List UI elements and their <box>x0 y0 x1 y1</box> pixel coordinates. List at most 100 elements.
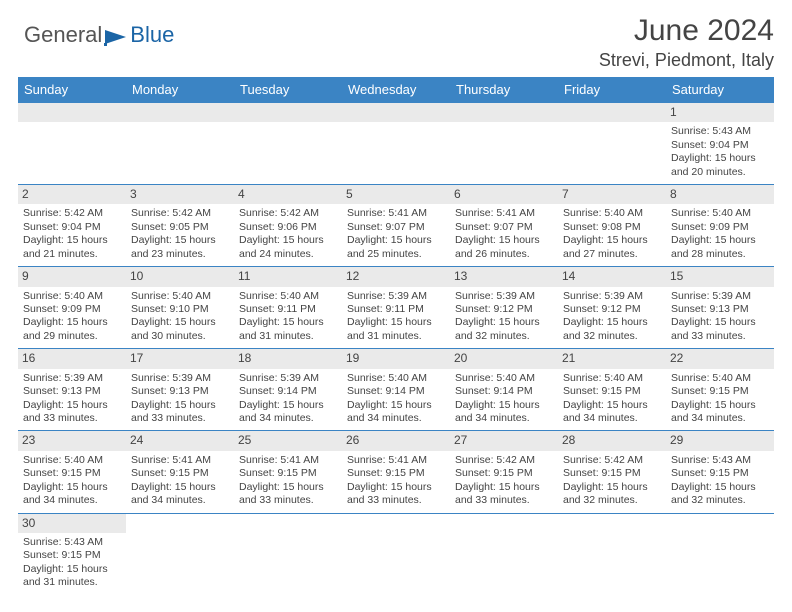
calendar-cell: 28Sunrise: 5:42 AMSunset: 9:15 PMDayligh… <box>558 431 666 512</box>
weekday-wed: Wednesday <box>342 77 450 103</box>
logo: General Blue <box>24 22 174 48</box>
sunrise-line: Sunrise: 5:40 AM <box>239 290 337 303</box>
day-number-empty <box>450 103 558 122</box>
day-number: 4 <box>234 185 342 204</box>
sunrise-line: Sunrise: 5:42 AM <box>455 454 553 467</box>
logo-text-blue: Blue <box>130 22 174 48</box>
daylight-line: Daylight: 15 hours and 34 minutes. <box>239 399 337 426</box>
daylight-line: Daylight: 15 hours and 33 minutes. <box>239 481 337 508</box>
daylight-line: Daylight: 15 hours and 20 minutes. <box>671 152 769 179</box>
sunset-line: Sunset: 9:09 PM <box>23 303 121 316</box>
sunrise-line: Sunrise: 5:39 AM <box>563 290 661 303</box>
calendar-cell: 26Sunrise: 5:41 AMSunset: 9:15 PMDayligh… <box>342 431 450 512</box>
daylight-line: Daylight: 15 hours and 26 minutes. <box>455 234 553 261</box>
daylight-line: Daylight: 15 hours and 32 minutes. <box>563 316 661 343</box>
sunrise-line: Sunrise: 5:41 AM <box>239 454 337 467</box>
calendar-cell: 25Sunrise: 5:41 AMSunset: 9:15 PMDayligh… <box>234 431 342 512</box>
calendar-cell <box>18 103 126 184</box>
day-number: 28 <box>558 431 666 450</box>
day-number-empty <box>126 103 234 122</box>
daylight-line: Daylight: 15 hours and 34 minutes. <box>23 481 121 508</box>
calendar-cell: 6Sunrise: 5:41 AMSunset: 9:07 PMDaylight… <box>450 185 558 266</box>
sunrise-line: Sunrise: 5:43 AM <box>671 454 769 467</box>
daylight-line: Daylight: 15 hours and 24 minutes. <box>239 234 337 261</box>
daylight-line: Daylight: 15 hours and 28 minutes. <box>671 234 769 261</box>
daylight-line: Daylight: 15 hours and 25 minutes. <box>347 234 445 261</box>
sunset-line: Sunset: 9:11 PM <box>239 303 337 316</box>
calendar-cell: 2Sunrise: 5:42 AMSunset: 9:04 PMDaylight… <box>18 185 126 266</box>
sunset-line: Sunset: 9:07 PM <box>347 221 445 234</box>
sunset-line: Sunset: 9:08 PM <box>563 221 661 234</box>
day-number: 16 <box>18 349 126 368</box>
sunset-line: Sunset: 9:07 PM <box>455 221 553 234</box>
day-number: 30 <box>18 514 126 533</box>
sunrise-line: Sunrise: 5:39 AM <box>455 290 553 303</box>
sunrise-line: Sunrise: 5:39 AM <box>347 290 445 303</box>
sunrise-line: Sunrise: 5:42 AM <box>131 207 229 220</box>
calendar-grid: 1Sunrise: 5:43 AMSunset: 9:04 PMDaylight… <box>18 103 774 595</box>
sunset-line: Sunset: 9:06 PM <box>239 221 337 234</box>
sunrise-line: Sunrise: 5:39 AM <box>239 372 337 385</box>
calendar-cell <box>450 103 558 184</box>
calendar-cell: 30 Sunrise: 5:43 AMSunset: 9:15 PMDayligh… <box>18 514 126 595</box>
day-number: 22 <box>666 349 774 368</box>
day-number: 24 <box>126 431 234 450</box>
weekday-thu: Thursday <box>450 77 558 103</box>
sunrise-line: Sunrise: 5:39 AM <box>671 290 769 303</box>
weekday-sun: Sunday <box>18 77 126 103</box>
calendar-cell: 29Sunrise: 5:43 AMSunset: 9:15 PMDayligh… <box>666 431 774 512</box>
daylight-line: Daylight: 15 hours and 30 minutes. <box>131 316 229 343</box>
sunrise-line: Sunrise: 5:41 AM <box>347 207 445 220</box>
sunrise-line: Sunrise: 5:40 AM <box>131 290 229 303</box>
daylight-line: Daylight: 15 hours and 34 minutes. <box>347 399 445 426</box>
sunrise-line: Sunrise: 5:43 AM <box>23 536 121 549</box>
calendar-cell: 20Sunrise: 5:40 AMSunset: 9:14 PMDayligh… <box>450 349 558 430</box>
calendar-week: 23 Sunrise: 5:40 AM Sunset: 9:15 PM Dayligh… <box>18 431 774 513</box>
calendar-cell <box>450 514 558 595</box>
day-number: 19 <box>342 349 450 368</box>
sunset-line: Sunset: 9:12 PM <box>455 303 553 316</box>
daylight-line: Daylight: 15 hours and 34 minutes. <box>455 399 553 426</box>
sunrise-line: Sunrise: 5:42 AM <box>239 207 337 220</box>
calendar-cell: 1Sunrise: 5:43 AMSunset: 9:04 PMDaylight… <box>666 103 774 184</box>
day-number: 1 <box>666 103 774 122</box>
sunrise-line: Sunrise: 5:42 AM <box>563 454 661 467</box>
sunset-line: Sunset: 9:09 PM <box>671 221 769 234</box>
calendar-cell <box>342 514 450 595</box>
day-number: 27 <box>450 431 558 450</box>
day-number: 5 <box>342 185 450 204</box>
calendar-cell: 5 Sunrise: 5:41 AMSunset: 9:07 PMDaylight… <box>342 185 450 266</box>
sunrise-line: Sunrise: 5:40 AM <box>563 372 661 385</box>
day-number: 26 <box>342 431 450 450</box>
daylight-line: Daylight: 15 hours and 31 minutes. <box>23 563 121 590</box>
sunset-line: Sunset: 9:13 PM <box>131 385 229 398</box>
daylight-line: Daylight: 15 hours and 33 minutes. <box>347 481 445 508</box>
daylight-line: Daylight: 15 hours and 27 minutes. <box>563 234 661 261</box>
day-number: 21 <box>558 349 666 368</box>
daylight-line: Daylight: 15 hours and 23 minutes. <box>131 234 229 261</box>
sunset-line: Sunset: 9:13 PM <box>671 303 769 316</box>
day-number: 20 <box>450 349 558 368</box>
calendar-cell: 19Sunrise: 5:40 AMSunset: 9:14 PMDayligh… <box>342 349 450 430</box>
day-number: 15 <box>666 267 774 286</box>
calendar-cell: 10Sunrise: 5:40 AMSunset: 9:10 PMDayligh… <box>126 267 234 348</box>
sunset-line: Sunset: 9:15 PM <box>671 385 769 398</box>
calendar-cell <box>558 514 666 595</box>
sunrise-line: Sunrise: 5:41 AM <box>131 454 229 467</box>
calendar-cell: 8Sunrise: 5:40 AMSunset: 9:09 PMDaylight… <box>666 185 774 266</box>
sunset-line: Sunset: 9:15 PM <box>563 467 661 480</box>
sunrise-line: Sunrise: 5:40 AM <box>23 454 121 467</box>
day-number: 17 <box>126 349 234 368</box>
day-number: 9 <box>18 267 126 286</box>
calendar-cell: 4 Sunrise: 5:42 AMSunset: 9:06 PMDaylight… <box>234 185 342 266</box>
sunrise-line: Sunrise: 5:41 AM <box>347 454 445 467</box>
sunset-line: Sunset: 9:12 PM <box>563 303 661 316</box>
day-number: 23 <box>18 431 126 450</box>
sunset-line: Sunset: 9:15 PM <box>23 549 121 562</box>
day-number: 3 <box>126 185 234 204</box>
day-number: 25 <box>234 431 342 450</box>
sunset-line: Sunset: 9:11 PM <box>347 303 445 316</box>
location: Strevi, Piedmont, Italy <box>18 50 774 71</box>
day-number: 14 <box>558 267 666 286</box>
day-number: 2 <box>18 185 126 204</box>
